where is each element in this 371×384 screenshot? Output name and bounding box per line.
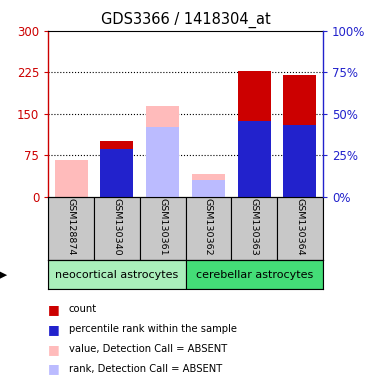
Title: GDS3366 / 1418304_at: GDS3366 / 1418304_at [101, 12, 270, 28]
Text: GSM130361: GSM130361 [158, 198, 167, 256]
Bar [192, 174, 225, 197]
Text: GSM130340: GSM130340 [112, 198, 121, 256]
Text: cerebellar astrocytes: cerebellar astrocytes [196, 270, 313, 280]
Bar [55, 160, 88, 197]
Bar [146, 127, 179, 197]
Text: ■: ■ [48, 303, 60, 316]
Text: neocortical astrocytes: neocortical astrocytes [55, 270, 178, 280]
Bar [101, 142, 133, 197]
Bar [283, 75, 316, 197]
Bar [101, 141, 133, 197]
Bar [238, 71, 270, 197]
Text: GSM130362: GSM130362 [204, 198, 213, 256]
Bar [48, 260, 186, 290]
Bar [231, 197, 277, 260]
Bar [140, 197, 186, 260]
Text: ■: ■ [48, 323, 60, 336]
Bar [48, 197, 94, 260]
Text: value, Detection Call = ABSENT: value, Detection Call = ABSENT [69, 344, 227, 354]
Text: count: count [69, 304, 97, 314]
Bar [186, 260, 323, 290]
Bar [146, 106, 179, 197]
Text: GSM130363: GSM130363 [250, 198, 259, 256]
Text: percentile rank within the sample: percentile rank within the sample [69, 324, 237, 334]
Bar [238, 121, 270, 197]
Text: cell type  ▶: cell type ▶ [0, 270, 7, 280]
Text: ■: ■ [48, 362, 60, 376]
Bar [283, 125, 316, 197]
Bar [94, 197, 140, 260]
Text: rank, Detection Call = ABSENT: rank, Detection Call = ABSENT [69, 364, 222, 374]
Text: ■: ■ [48, 343, 60, 356]
Bar [192, 180, 225, 197]
Bar [277, 197, 323, 260]
Bar [186, 197, 231, 260]
Text: GSM128874: GSM128874 [67, 198, 76, 256]
Text: GSM130364: GSM130364 [295, 198, 304, 256]
Bar [101, 149, 133, 197]
